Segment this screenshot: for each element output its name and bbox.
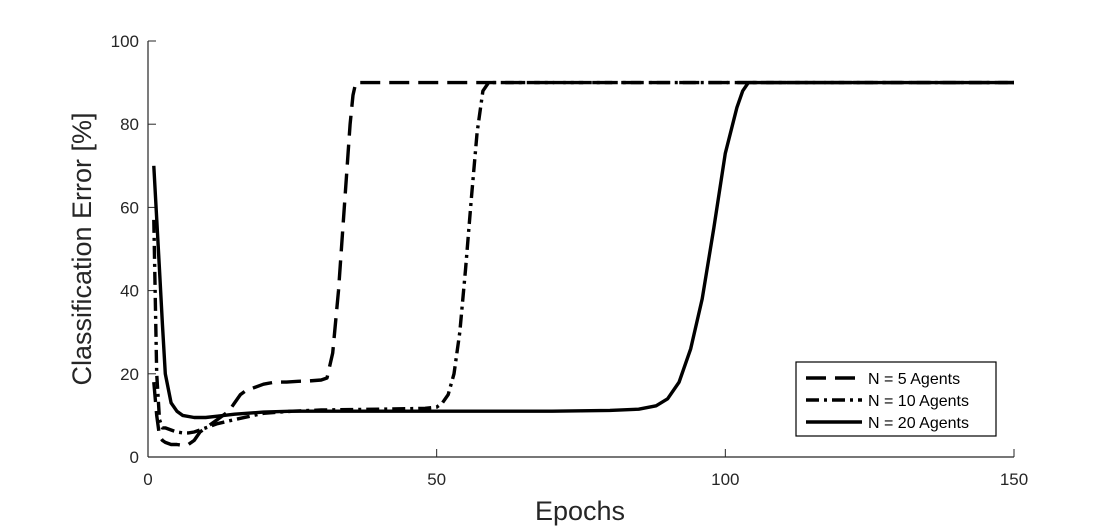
y-tick-label: 100 — [111, 32, 139, 51]
y-tick-label: 0 — [130, 448, 139, 467]
legend-label-n5: N = 5 Agents — [868, 371, 960, 388]
series-line-0 — [152, 80, 1014, 448]
legend-label-n10: N = 10 Agents — [868, 393, 969, 410]
x-tick-label: 0 — [143, 470, 152, 489]
x-tick-label: 150 — [1000, 470, 1028, 489]
y-tick-label: 60 — [120, 198, 139, 217]
series-line-1 — [152, 80, 1014, 435]
series-line-2 — [152, 80, 1014, 420]
axes: 0 20 40 60 80 100 0 50 100 150 — [111, 32, 1029, 489]
legend: N = 5 Agents N = 10 Agents N = 20 Agents — [795, 361, 997, 437]
series-group — [152, 80, 1014, 448]
x-tick-label: 100 — [711, 470, 739, 489]
y-tick-label: 20 — [120, 365, 139, 384]
y-tick-label: 40 — [120, 282, 139, 301]
x-axis-title: Epochs — [535, 496, 625, 526]
legend-label-n20: N = 20 Agents — [868, 415, 969, 432]
x-tick-label: 50 — [427, 470, 446, 489]
y-tick-label: 80 — [120, 115, 139, 134]
y-axis-title: Classification Error [%] — [67, 112, 97, 385]
